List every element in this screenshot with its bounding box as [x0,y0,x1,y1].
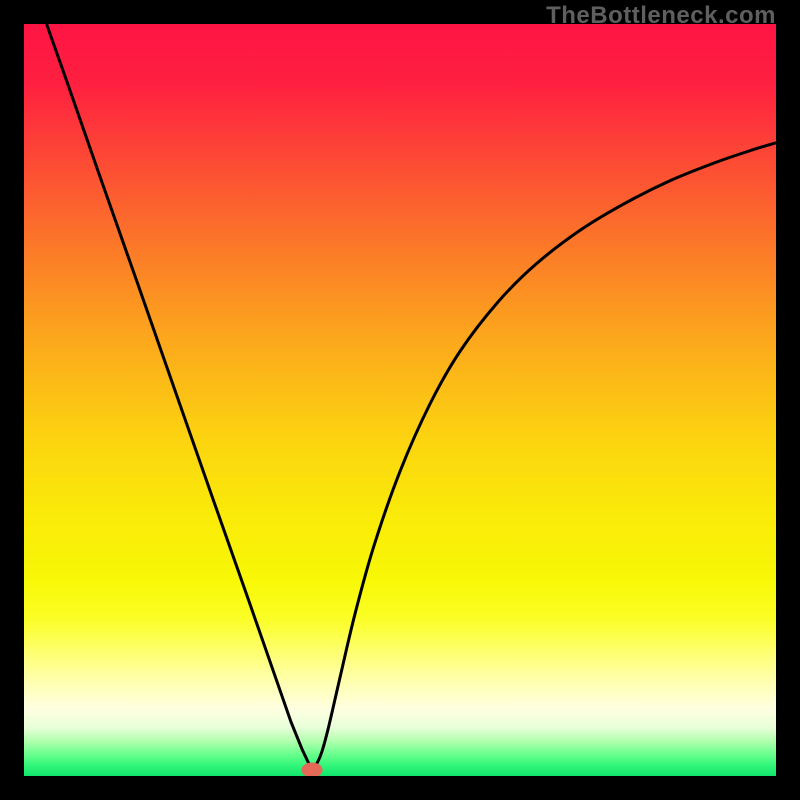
curve-right-branch [312,143,776,769]
curve-left-branch [47,24,312,768]
plot-area [24,24,776,776]
minimum-marker [301,762,322,776]
chart-frame: TheBottleneck.com [0,0,800,800]
bottleneck-curve [24,24,776,776]
